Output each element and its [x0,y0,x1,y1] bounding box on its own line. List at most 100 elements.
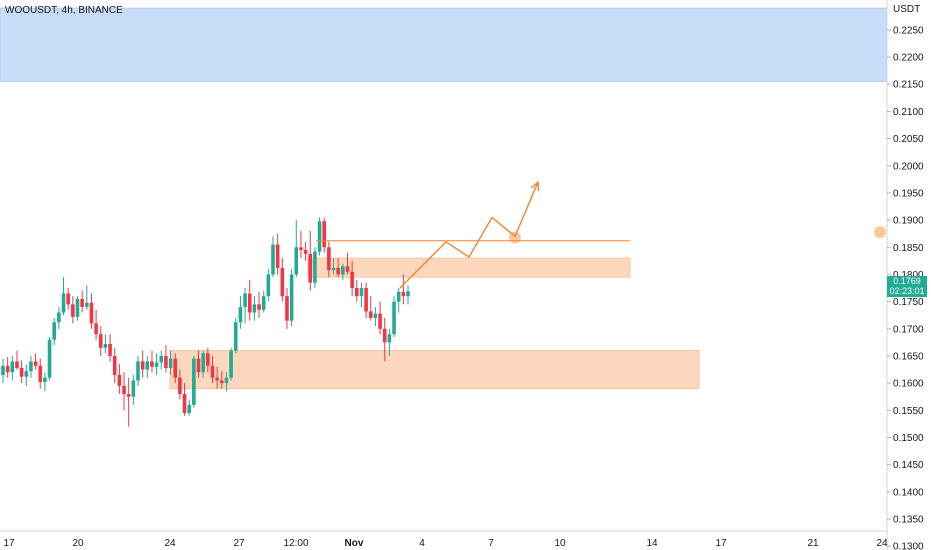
price-tick-label: 0.1600 [893,379,924,390]
candle-body [341,266,345,275]
candle-body [80,298,84,308]
candle-body [345,266,350,272]
candle-body [1,365,5,375]
candle-body [24,371,29,377]
candle-body [354,288,359,297]
candle-body [243,293,247,308]
candle-body [322,221,327,248]
candle-body [75,298,80,317]
price-tick-label: 0.1850 [893,243,924,254]
price-tick-label: 0.1550 [893,406,924,417]
candle-body [201,353,205,373]
time-tick-label: 24 [164,538,176,549]
candle-body [252,304,257,313]
candle-body [131,380,136,397]
price-tick-label: 0.1750 [893,297,924,308]
candle-body [117,375,122,386]
candle-body [5,365,10,373]
candle-body [266,274,271,297]
alert-marker [874,226,886,239]
candle-body [382,328,387,343]
price-tick-label: 0.1700 [893,324,924,335]
projection-layer [316,180,886,289]
candle-body [317,221,322,252]
candle-body [401,291,406,297]
price-tick-label: 0.2200 [893,53,924,64]
candle-body [247,293,252,313]
candle-body [126,394,131,397]
demand-lower-zone [169,350,700,390]
candle-body [98,334,103,348]
last-price-countdown: 02:23:01 [889,286,925,296]
candle-body [336,267,340,275]
candle-body [280,267,285,297]
time-tick-label: 17 [715,538,727,549]
candle-body [257,304,261,310]
time-tick-label: 7 [488,538,494,549]
candle-body [140,361,145,370]
candle-body [47,339,52,378]
candle-body [396,291,401,302]
candle-body [215,377,219,381]
candle-body [364,288,368,312]
candle-body [387,334,392,343]
candle-body [196,358,201,373]
time-tick-label: 20 [72,538,84,549]
time-tick-label: 17 [3,538,15,549]
candle-body [173,358,178,378]
candle-body [136,361,140,381]
candle-body [89,302,94,324]
time-axis[interactable]: 17 20 24 27 12:00 Nov 4 7 10 14 17 21 24 [3,538,888,549]
projection-path [399,181,539,289]
candle-body [313,251,317,283]
candle-body [224,377,229,384]
candle-body [19,367,24,377]
candle-body [294,247,299,275]
candle-body [164,355,168,368]
candle-body [71,304,75,317]
resistance-zone [0,7,888,83]
candle-body [331,267,336,271]
currency-label: USDT [893,4,921,15]
candle-body [229,350,233,378]
price-tick-label: 0.2250 [893,25,924,36]
candle-body [15,361,19,368]
candle-body [178,377,182,395]
candle-body [154,362,159,367]
price-tick-label: 0.1900 [893,216,924,227]
candle-body [122,385,126,395]
last-price-badge: 0.1769 02:23:01 [887,276,927,297]
candle-body [206,353,210,366]
candle-body [187,404,192,414]
time-tick-label: 24 [876,538,888,549]
candle-body [61,293,66,313]
candle-body [392,301,396,335]
candle-body [57,312,61,323]
price-tick-label: 0.1500 [893,433,924,444]
candle-body [182,394,187,414]
candle-body [368,311,373,318]
candle-body [10,361,15,373]
price-tick-label: 0.2050 [893,134,924,145]
price-tick-label: 0.1450 [893,460,924,471]
candle-body [373,313,378,318]
time-tick-label: 21 [807,538,819,549]
price-axis[interactable]: 0.2250 0.2200 0.2150 0.2100 0.2050 0.2000 0.19… [887,25,924,550]
price-tick-label: 0.1400 [893,487,924,498]
candle-body [94,323,98,335]
demand-upper-zone [307,257,631,278]
candle-body [29,361,33,372]
time-tick-label: 10 [554,538,566,549]
zones-layer [0,7,888,390]
candle-body [308,253,313,283]
symbol-title: WOOUSDT, 4h, BINANCE [5,5,123,16]
price-tick-label: 0.1650 [893,351,924,362]
candle-body [350,271,354,289]
projection-arrowhead [530,180,540,192]
candle-body [192,358,196,405]
candle-body [84,302,89,308]
candle-body [103,344,108,348]
time-tick-label: 27 [233,538,245,549]
